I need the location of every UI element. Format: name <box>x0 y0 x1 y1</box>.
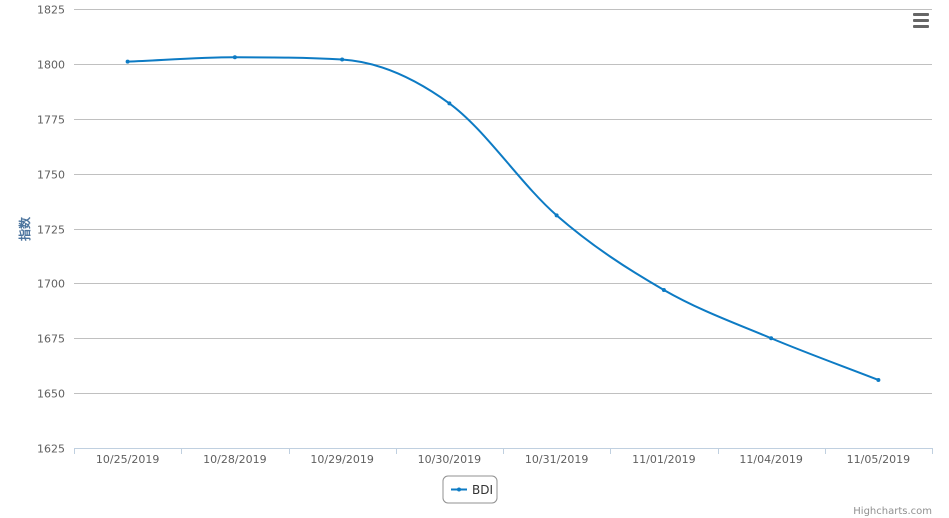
x-tick-label: 10/30/2019 <box>418 453 481 466</box>
hamburger-menu-icon[interactable] <box>906 8 936 32</box>
legend-item-label: BDI <box>472 483 493 497</box>
y-tick-label: 1800 <box>37 59 65 72</box>
y-tick-label: 1825 <box>37 4 65 17</box>
series-group <box>125 55 881 382</box>
y-tick-label: 1650 <box>37 388 65 401</box>
x-tick-label: 11/01/2019 <box>632 453 695 466</box>
data-point[interactable] <box>447 101 452 106</box>
data-point[interactable] <box>876 377 881 382</box>
y-tick-label: 1725 <box>37 224 65 237</box>
grid-lines <box>74 9 932 394</box>
x-tick-label: 10/28/2019 <box>203 453 266 466</box>
series-line-bdi[interactable] <box>126 56 880 381</box>
y-tick-label: 1775 <box>37 114 65 127</box>
data-point[interactable] <box>232 55 237 60</box>
y-axis-labels: 1625 1650 1675 1700 1725 1750 1775 1800 1825 <box>37 4 65 456</box>
y-tick-label: 1625 <box>37 443 65 456</box>
legend[interactable]: BDI <box>442 475 498 504</box>
x-axis-labels: 10/25/2019 10/28/2019 10/29/2019 10/30/2019… <box>96 453 910 466</box>
x-tick-label: 10/31/2019 <box>525 453 588 466</box>
x-tick-label: 11/04/2019 <box>739 453 802 466</box>
credits-link[interactable]: Highcharts.com <box>853 506 932 517</box>
y-axis-title: 指数 <box>17 216 32 241</box>
x-axis <box>74 448 933 454</box>
x-tick-label: 10/25/2019 <box>96 453 159 466</box>
data-point[interactable] <box>661 287 666 292</box>
x-tick-label: 11/05/2019 <box>847 453 910 466</box>
data-point[interactable] <box>340 57 345 62</box>
legend-marker-icon <box>457 487 461 492</box>
x-tick-label: 10/29/2019 <box>310 453 373 466</box>
data-point[interactable] <box>554 213 559 218</box>
y-tick-label: 1700 <box>37 278 65 291</box>
y-tick-label: 1675 <box>37 333 65 346</box>
data-point[interactable] <box>125 59 130 64</box>
data-point[interactable] <box>769 336 774 341</box>
y-tick-label: 1750 <box>37 169 65 182</box>
